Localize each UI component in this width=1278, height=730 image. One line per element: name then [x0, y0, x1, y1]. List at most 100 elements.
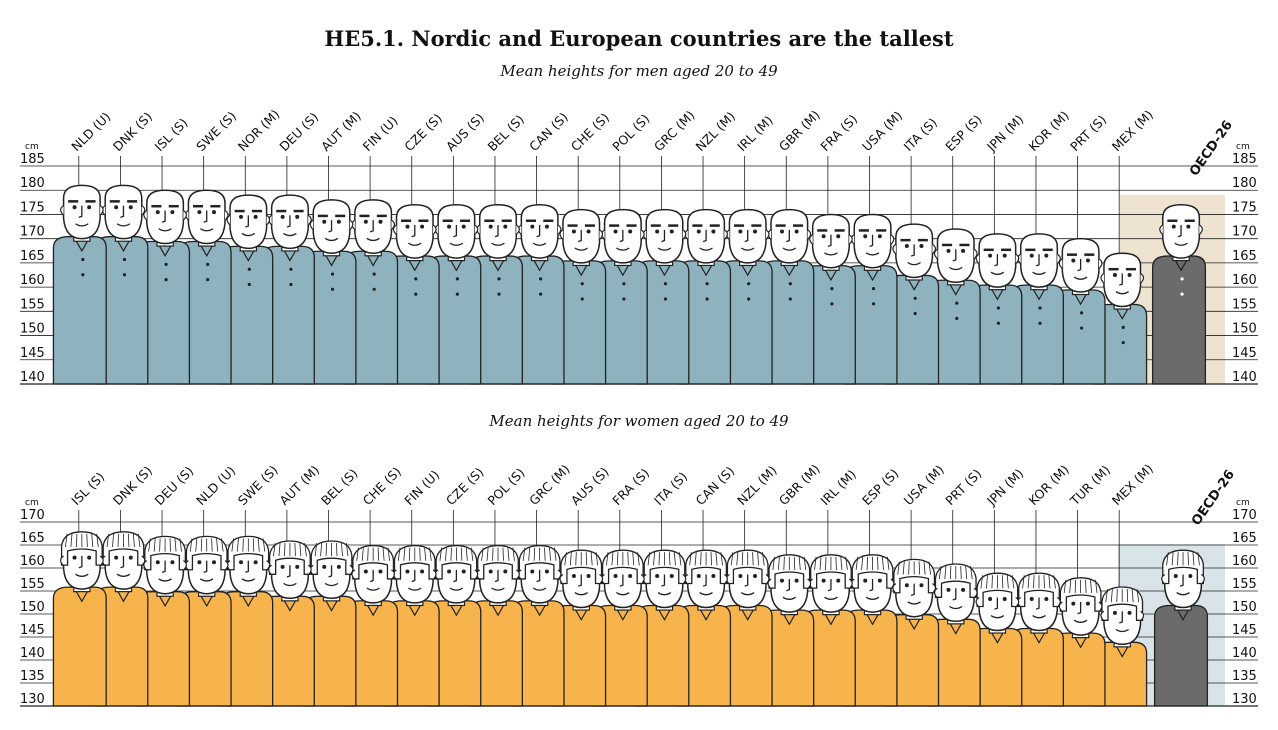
- women-figure-14: [635, 549, 690, 707]
- men-figure-4: [219, 194, 274, 385]
- men-tick-label-right: 165: [1232, 249, 1257, 264]
- women-category-label: ISL (S): [68, 469, 107, 508]
- women-category-label: POL (S): [484, 465, 527, 508]
- women-tick-label-right: 130: [1232, 692, 1257, 707]
- men-unit-right: cm: [1236, 142, 1250, 152]
- women-category-label: FIN (U): [401, 467, 442, 508]
- men-tick-label-right: 140: [1232, 370, 1257, 385]
- men-tick-label-left: 185: [20, 152, 45, 167]
- women-category-label: AUT (M): [276, 462, 322, 508]
- women-figure-5: [260, 540, 315, 707]
- women-figure-19: [843, 554, 898, 707]
- women-category-label: PRT (S): [942, 466, 984, 508]
- women-tick-label-right: 165: [1232, 531, 1257, 546]
- women-chart-subtitle: Mean heights for women aged 20 to 49: [489, 412, 789, 430]
- women-tick-label-right: 135: [1232, 669, 1257, 684]
- men-tick-label-left: 175: [20, 200, 45, 215]
- men-tick-label-left: 180: [20, 176, 45, 191]
- men-tick-label-right: 155: [1232, 297, 1257, 312]
- women-category-label: ESP (S): [859, 466, 901, 508]
- women-tick-label-left: 155: [20, 577, 45, 592]
- women-figure-0: [52, 531, 107, 707]
- men-tick-label-left: 165: [20, 249, 45, 264]
- women-tick-label-left: 170: [20, 508, 45, 523]
- men-figure-22: [968, 233, 1023, 385]
- men-tick-label-left: 150: [20, 322, 45, 337]
- women-tick-label-right: 145: [1232, 623, 1257, 638]
- men-tick-label-right: 180: [1232, 176, 1257, 191]
- men-tick-label-left: 160: [20, 273, 45, 288]
- women-category-label: GRC (M): [526, 461, 573, 508]
- women-figure-4: [219, 535, 274, 707]
- men-figure-7: [344, 199, 399, 385]
- women-figure-8: [385, 544, 440, 707]
- men-figure-10: [468, 204, 523, 385]
- men-reference-figure: [1151, 204, 1207, 385]
- women-tick-label-right: 150: [1232, 600, 1257, 615]
- women-category-label: FRA (S): [609, 465, 652, 508]
- women-category-label: NZL (M): [734, 463, 780, 509]
- men-figure-13: [593, 208, 648, 385]
- men-tick-label-right: 175: [1232, 200, 1257, 215]
- women-unit-left: cm: [25, 498, 39, 508]
- men-tick-label-right: 185: [1232, 152, 1257, 167]
- men-figure-24: [1051, 237, 1106, 385]
- men-figure-23: [1009, 233, 1064, 385]
- women-tick-label-left: 145: [20, 623, 45, 638]
- men-figure-15: [677, 208, 732, 385]
- men-unit-left: cm: [25, 142, 39, 152]
- women-figure-2: [136, 535, 191, 707]
- women-category-label: CAN (S): [693, 463, 738, 508]
- women-tick-label-right: 160: [1232, 554, 1257, 569]
- women-figure-23: [1009, 572, 1064, 707]
- women-reference-figure: [1153, 549, 1209, 707]
- men-tick-label-left: 155: [20, 297, 45, 312]
- men-figure-5: [260, 194, 315, 385]
- men-figure-0: [52, 184, 107, 385]
- women-figure-16: [718, 549, 773, 707]
- men-figure-6: [302, 199, 357, 385]
- women-category-label: CZE (S): [443, 464, 487, 508]
- men-figure-11: [510, 204, 565, 385]
- men-tick-label-right: 170: [1232, 225, 1257, 240]
- women-tick-label-left: 130: [20, 692, 45, 707]
- women-figure-1: [94, 531, 149, 707]
- men-tick-label-left: 145: [20, 346, 45, 361]
- women-category-label: JPN (M): [983, 466, 1026, 509]
- women-category-label: DEU (S): [152, 463, 197, 508]
- women-unit-right: cm: [1236, 498, 1250, 508]
- women-tick-label-left: 165: [20, 531, 45, 546]
- men-tick-label-left: 170: [20, 225, 45, 240]
- men-figure-12: [552, 208, 607, 385]
- women-category-label: KOR (M): [1025, 462, 1071, 508]
- men-tick-label-right: 145: [1232, 346, 1257, 361]
- women-figure-20: [885, 558, 940, 707]
- women-figure-3: [177, 535, 232, 707]
- men-chart-subtitle: Mean heights for men aged 20 to 49: [500, 62, 778, 80]
- women-figure-6: [302, 540, 357, 707]
- men-figure-1: [94, 184, 149, 385]
- women-figure-9: [427, 544, 482, 707]
- women-category-label: AUS (S): [568, 464, 612, 508]
- page-title: HE5.1. Nordic and European countries are…: [324, 26, 954, 51]
- women-category-label: IRL (M): [817, 467, 859, 509]
- women-category-label: BEL (S): [318, 466, 361, 509]
- women-tick-label-right: 155: [1232, 577, 1257, 592]
- women-category-label: DNK (S): [110, 463, 155, 508]
- men-figure-17: [760, 208, 815, 385]
- women-tick-label-left: 140: [20, 646, 45, 661]
- women-category-label: MEX (M): [1109, 461, 1156, 508]
- women-figure-11: [510, 544, 565, 707]
- women-figure-10: [468, 544, 523, 707]
- women-reference-label: OECD-26: [1189, 467, 1238, 528]
- women-tick-label-right: 140: [1232, 646, 1257, 661]
- men-figure-9: [427, 204, 482, 385]
- women-tick-label-left: 135: [20, 669, 45, 684]
- women-tick-label-right: 170: [1232, 508, 1257, 523]
- women-category-label: GBR (M): [776, 461, 823, 508]
- women-category-label: SWE (S): [235, 462, 281, 508]
- men-figure-25: [1093, 252, 1148, 385]
- women-category-label: CHE (S): [360, 464, 404, 508]
- women-figure-25: [1093, 586, 1148, 707]
